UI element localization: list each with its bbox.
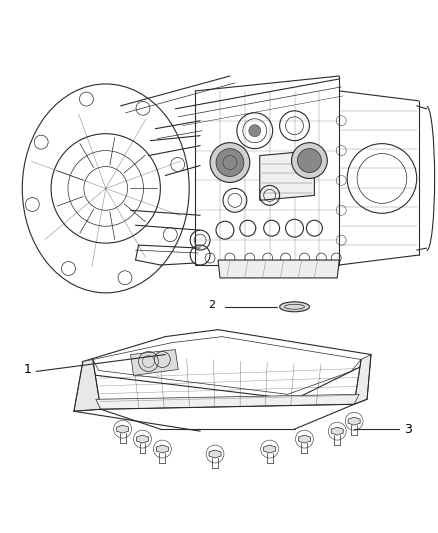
Circle shape [210, 143, 250, 182]
Ellipse shape [279, 302, 309, 312]
Text: 3: 3 [404, 423, 412, 435]
Polygon shape [96, 394, 359, 409]
Polygon shape [74, 360, 101, 411]
Polygon shape [354, 354, 371, 404]
Circle shape [292, 143, 327, 179]
Circle shape [216, 149, 244, 176]
Polygon shape [117, 425, 129, 433]
Polygon shape [348, 417, 360, 425]
Text: 2: 2 [208, 300, 215, 310]
Text: 1: 1 [23, 363, 31, 376]
Polygon shape [209, 450, 221, 458]
Polygon shape [298, 435, 311, 443]
Polygon shape [137, 435, 148, 443]
Polygon shape [218, 260, 339, 278]
Polygon shape [260, 151, 314, 200]
Polygon shape [331, 427, 343, 435]
Polygon shape [264, 445, 276, 453]
Circle shape [297, 149, 321, 173]
Circle shape [249, 125, 261, 136]
Polygon shape [156, 445, 168, 453]
Polygon shape [131, 350, 178, 375]
